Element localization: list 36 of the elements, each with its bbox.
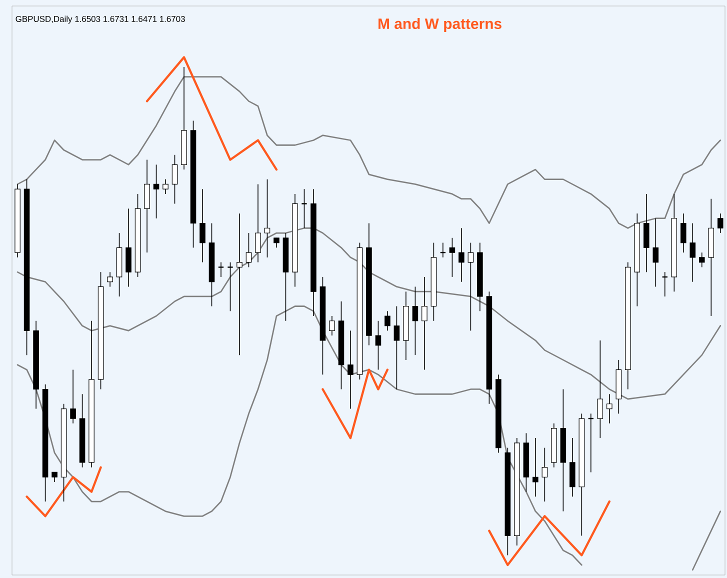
candlestick (458, 228, 464, 282)
candlestick (597, 340, 604, 438)
candlestick (542, 447, 548, 502)
candlestick (717, 213, 724, 234)
candlestick (274, 237, 280, 248)
candlestick (107, 272, 113, 288)
text: GBPUSD,Daily 1.6503 1.6731 1.6471 1.6703 (16, 16, 185, 24)
chart-title: M and W patterns (378, 18, 502, 32)
candlestick (690, 222, 696, 282)
candlestick (680, 213, 686, 253)
candlestick (246, 232, 252, 268)
candlestick (162, 178, 168, 194)
candlestick (255, 184, 261, 263)
candlestick (412, 286, 418, 356)
candlestick (153, 164, 160, 219)
candlestick (218, 262, 224, 278)
candlestick (227, 262, 234, 312)
candlestick (236, 213, 242, 356)
candlestick (264, 178, 270, 258)
candlestick (698, 252, 705, 268)
candlestick (375, 320, 382, 370)
candlestick (422, 276, 428, 370)
candlestick (70, 369, 76, 424)
candlestick (449, 237, 456, 278)
candlestick (301, 188, 308, 229)
candlestick (606, 394, 612, 424)
candlestick (384, 310, 390, 332)
candlestick (200, 188, 206, 263)
candlestick (348, 330, 354, 410)
candlestick (52, 472, 58, 482)
candlestick (468, 242, 474, 332)
candlestick (652, 218, 659, 288)
candlestick (532, 438, 538, 498)
candlestick (394, 306, 400, 390)
candlestick (329, 316, 335, 336)
candlestick (172, 154, 178, 204)
